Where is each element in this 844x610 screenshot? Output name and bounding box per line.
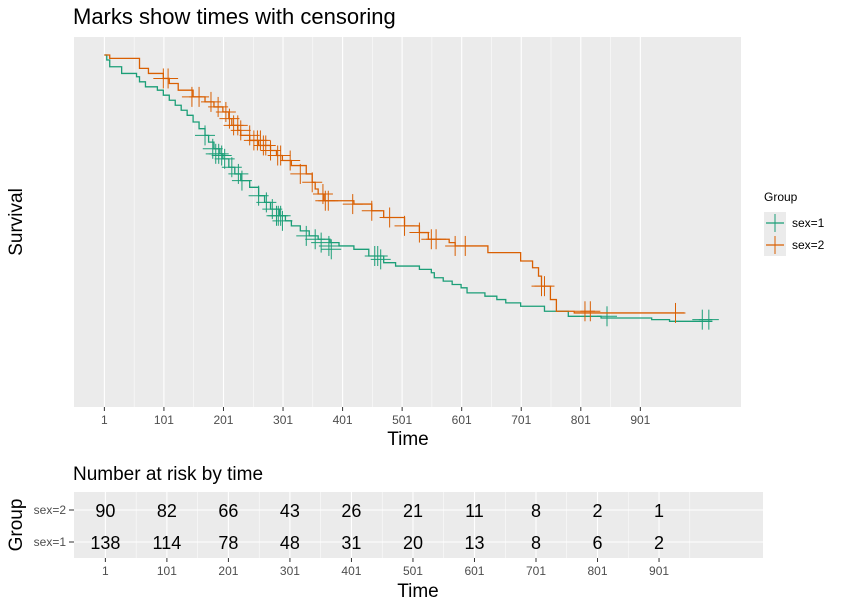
risk-value: 13: [464, 533, 484, 553]
risk-value: 8: [531, 501, 541, 521]
x-tick-label: 601: [452, 413, 472, 427]
x-tick-label: 101: [154, 413, 174, 427]
risk-value: 78: [218, 533, 238, 553]
risk-table-x-ticks: 1 101 201 301 401 501 601 701 801 901: [102, 558, 669, 578]
risk-table-grid: [74, 492, 763, 558]
risk-x-tick-label: 701: [526, 564, 546, 578]
risk-value: 31: [341, 533, 361, 553]
risk-table-panel: [74, 492, 763, 558]
risk-x-tick-label: 601: [464, 564, 484, 578]
risk-x-tick-label: 401: [341, 564, 361, 578]
risk-table-row-labels: sex=2 sex=1: [34, 503, 74, 549]
risk-value: 6: [593, 533, 603, 553]
x-tick-label: 301: [273, 413, 293, 427]
survival-curves: [104, 54, 719, 330]
legend-label: sex=1: [792, 216, 825, 230]
risk-value: 21: [403, 501, 423, 521]
x-tick-label: 701: [511, 413, 531, 427]
risk-x-tick-label: 901: [649, 564, 669, 578]
survival-plot-panel: [74, 37, 741, 407]
x-tick-label: 201: [213, 413, 233, 427]
risk-value: 11: [465, 501, 484, 521]
risk-value: 82: [157, 501, 177, 521]
risk-x-tick-label: 101: [157, 564, 177, 578]
risk-value: 2: [654, 533, 664, 553]
risk-x-tick-label: 501: [403, 564, 423, 578]
risk-value: 2: [593, 501, 603, 521]
series-sex=2: [104, 54, 686, 323]
risk-row-label: sex=2: [34, 503, 67, 517]
chart-title: Marks show times with censoring: [73, 4, 396, 29]
x-tick-label: 901: [630, 413, 650, 427]
legend-item-sex=1: sex=1: [764, 212, 825, 234]
risk-table-title: Number at risk by time: [73, 464, 263, 485]
risk-x-tick-label: 801: [588, 564, 608, 578]
risk-value: 48: [280, 533, 300, 553]
risk-x-axis-title: Time: [397, 581, 439, 602]
x-tick-label: 1: [101, 413, 108, 427]
risk-value: 1: [654, 501, 664, 521]
y-axis-title: Survival: [6, 188, 27, 256]
legend-item-sex=2: sex=2: [764, 234, 825, 256]
risk-value: 20: [403, 533, 423, 553]
x-tick-label: 501: [392, 413, 412, 427]
risk-row-label: sex=1: [34, 535, 67, 549]
x-tick-label: 801: [571, 413, 591, 427]
risk-value: 114: [153, 533, 182, 553]
series-sex=1: [104, 54, 719, 330]
risk-x-tick-label: 301: [280, 564, 300, 578]
risk-row-sex=1: 138 114 78 48 31 20 13 8 6 2: [90, 533, 664, 553]
legend-title: Group: [764, 190, 798, 204]
risk-value: 138: [90, 533, 120, 553]
risk-value: 26: [341, 501, 361, 521]
x-tick-label: 401: [333, 413, 353, 427]
risk-value: 66: [218, 501, 238, 521]
legend: Group sex=1 sex=2: [764, 190, 825, 256]
risk-value: 90: [95, 501, 115, 521]
survival-curve-sex=2: [104, 54, 685, 314]
risk-value: 8: [531, 533, 541, 553]
survival-grid: [103, 37, 641, 407]
risk-row-sex=2: 90 82 66 43 26 21 11 8 2 1: [95, 501, 664, 521]
legend-label: sex=2: [792, 238, 825, 252]
risk-value: 43: [280, 501, 300, 521]
risk-x-tick-label: 1: [102, 564, 109, 578]
risk-x-tick-label: 201: [218, 564, 238, 578]
risk-y-axis-title: Group: [6, 499, 27, 552]
survival-x-ticks: 1 101 201 301 401 501 601 701 801 901: [101, 407, 651, 427]
x-axis-title: Time: [387, 429, 429, 450]
